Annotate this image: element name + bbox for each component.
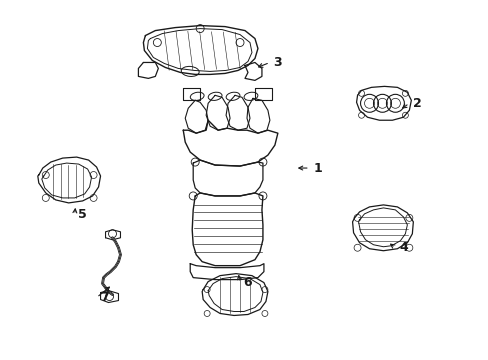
Text: 5: 5 (78, 208, 87, 221)
Text: 6: 6 (243, 276, 252, 289)
Text: 2: 2 (412, 97, 421, 110)
Text: 7: 7 (100, 291, 109, 304)
Text: 3: 3 (273, 56, 282, 69)
Text: 4: 4 (398, 241, 407, 254)
Text: 1: 1 (313, 162, 322, 175)
